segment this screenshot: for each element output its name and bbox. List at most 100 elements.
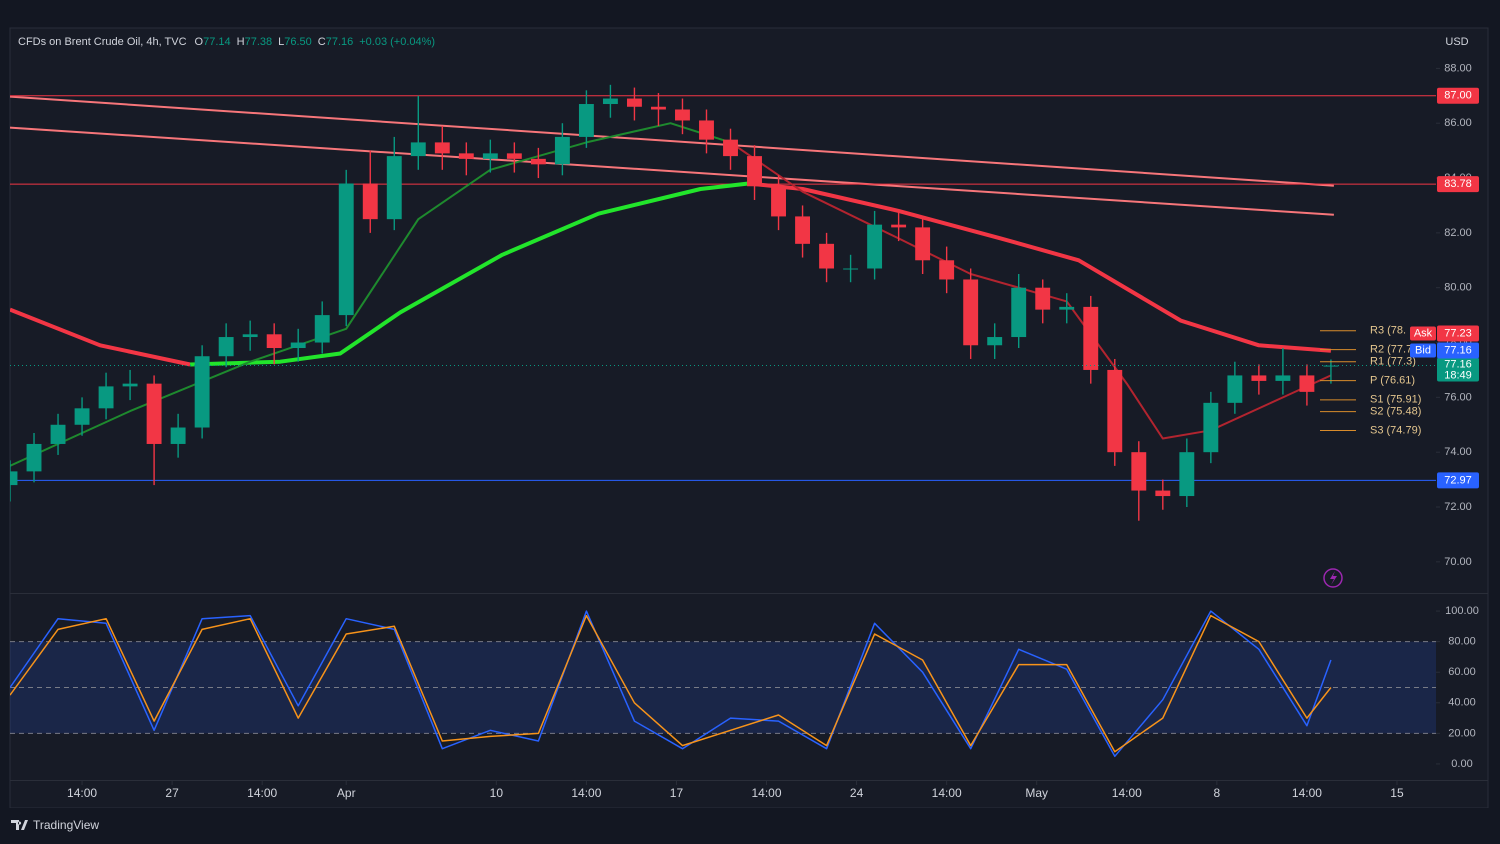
x-tick-label: Apr	[337, 786, 356, 800]
trendline	[10, 126, 1334, 216]
candle-body	[1275, 375, 1291, 381]
candle-body	[74, 408, 90, 425]
candle-body	[434, 142, 450, 154]
candle-body	[458, 153, 474, 159]
candle-body	[314, 315, 330, 343]
last-price-box	[1437, 357, 1479, 382]
moving-average	[190, 181, 749, 367]
candle-body	[218, 337, 234, 357]
candle-body	[242, 334, 258, 338]
x-tick-label: 14:00	[247, 786, 277, 800]
brand-logo	[11, 820, 28, 830]
ohlc-key: C	[318, 36, 326, 48]
bid-tag-box	[1410, 343, 1436, 358]
currency: USD	[1445, 36, 1468, 48]
candle-body	[1179, 452, 1195, 497]
candle-body	[1155, 490, 1171, 497]
y-tick-label: 86.00	[1444, 117, 1472, 129]
candle-body	[723, 139, 738, 157]
candle-body	[1059, 306, 1075, 310]
candle-body	[170, 427, 186, 444]
x-tick-label: 14:00	[932, 786, 962, 800]
candle-body	[146, 383, 162, 444]
y-tick-label: 60.00	[1448, 666, 1476, 678]
ohlc-value: 77.16	[326, 36, 354, 48]
x-tick-label: 14:00	[571, 786, 601, 800]
candle-body	[410, 142, 426, 157]
candle-body	[1251, 375, 1267, 381]
candle-body	[506, 153, 522, 159]
candle-body	[747, 156, 762, 187]
y-tick-label: 70.00	[1444, 556, 1472, 568]
candle-body	[891, 224, 907, 228]
symbol: CFDs on Brent Crude Oil, 4h, TVC	[18, 36, 187, 48]
candle-body	[1035, 287, 1051, 310]
candle-body	[1083, 306, 1099, 370]
candle-body	[578, 104, 594, 137]
x-tick-label: 17	[670, 786, 684, 800]
candle-body	[1011, 287, 1027, 338]
candle-body	[699, 120, 714, 140]
candle-body	[98, 386, 114, 409]
x-tick-label: 8	[1214, 786, 1221, 800]
y-tick-label: 88.00	[1444, 62, 1472, 74]
candle-body	[771, 186, 786, 217]
pivot-label: R3 (78.	[1370, 325, 1406, 337]
candle-body	[530, 158, 546, 165]
x-tick-label: 15	[1390, 786, 1404, 800]
ohlc-key: O	[195, 36, 204, 48]
ohlc-value: 76.50	[284, 36, 312, 48]
candle-body	[266, 334, 282, 349]
y-tick-label: 76.00	[1444, 391, 1472, 403]
ask-tag-box	[1410, 326, 1436, 341]
price-pane	[10, 84, 1436, 521]
x-tick-label: 10	[490, 786, 504, 800]
candle-body	[843, 268, 859, 270]
candle-body	[651, 106, 666, 110]
pivot-label: P (76.61)	[1370, 375, 1415, 387]
level-label: 72.97	[1444, 474, 1472, 486]
candle-body	[987, 337, 1003, 346]
moving-average	[10, 122, 731, 467]
y-tick-label: 80.00	[1448, 636, 1476, 648]
x-tick-label: 14:00	[1112, 786, 1142, 800]
candle-body	[963, 279, 979, 346]
alert-icon[interactable]	[1323, 568, 1343, 588]
stochastic-pane	[10, 610, 1436, 758]
pivot-label: R1 (77.3)	[1370, 356, 1416, 368]
level-label: 87.00	[1444, 90, 1472, 102]
candle-body	[338, 183, 354, 316]
ohlc-value: 77.38	[245, 36, 273, 48]
candle-body	[626, 98, 642, 107]
candle-body	[795, 216, 811, 244]
y-tick-label: 0.00	[1451, 758, 1472, 770]
y-tick-label: 82.00	[1444, 227, 1472, 239]
candle-body	[122, 383, 138, 387]
level-label-box	[1437, 472, 1479, 489]
candle-body	[939, 260, 955, 280]
footer	[0, 808, 1500, 844]
x-tick-label: 27	[165, 786, 179, 800]
candle-body	[1227, 375, 1243, 403]
candle-body	[1107, 369, 1123, 453]
candle-body	[915, 227, 931, 261]
axes: 70.0072.0074.0076.0078.0080.0082.0084.00…	[67, 62, 1479, 800]
ask-price: 77.23	[1444, 327, 1472, 339]
pivot-label: R2 (77.7	[1370, 344, 1412, 356]
candle-body	[1299, 375, 1315, 392]
y-tick-label: 72.00	[1444, 501, 1472, 513]
candle-body	[482, 153, 498, 159]
candle-body	[1203, 402, 1219, 453]
level-label: 83.78	[1444, 178, 1472, 190]
candle-body	[386, 156, 402, 220]
brand[interactable]: TradingView	[33, 818, 99, 832]
candle-body	[675, 109, 690, 121]
y-tick-label: 40.00	[1448, 697, 1476, 709]
alert-circle	[1323, 568, 1343, 588]
candle-body	[602, 98, 618, 105]
candle-body	[194, 356, 210, 428]
level-label-box	[1437, 176, 1479, 193]
trendline	[10, 95, 1334, 187]
x-tick-label: 24	[850, 786, 864, 800]
